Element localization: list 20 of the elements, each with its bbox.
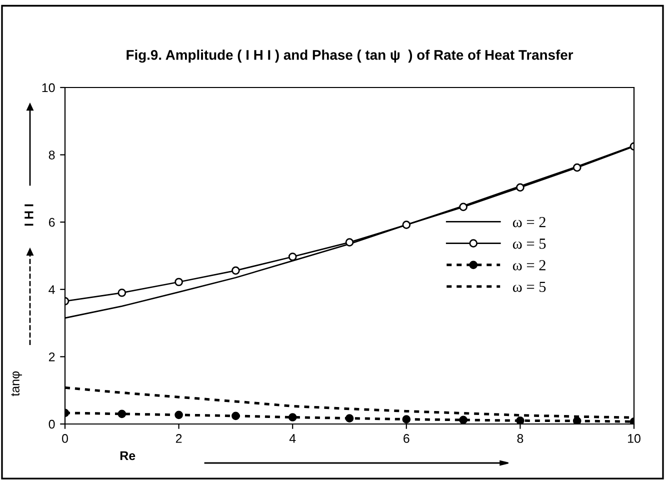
y-tick-label: 10 (42, 83, 55, 92)
legend-label: ω = 5 (512, 282, 546, 292)
y-tick-label: 4 (48, 285, 55, 294)
x-tick-label: 2 (176, 434, 182, 443)
y-tick-label: 8 (48, 150, 55, 160)
legend-label: ω = 2 (512, 216, 546, 228)
x-tick-label: 0 (62, 434, 68, 443)
y-tick-label: 2 (48, 352, 55, 362)
x-tick-label: 10 (628, 434, 640, 443)
y-tick-label: 0 (48, 420, 55, 429)
chart-title: Fig.9. Amplitude ( I H I ) and Phase ( tan ψ ) of Rate of Heat Transfer (126, 50, 574, 63)
x-axis-title: Re (120, 451, 136, 460)
legend-label: ω = 5 (512, 238, 546, 249)
y-tick-label: 6 (48, 218, 55, 227)
x-tick-label: 8 (517, 434, 524, 443)
y-axis-title: tanφ (11, 371, 22, 396)
legend-label: ω = 2 (512, 260, 546, 270)
x-tick-label: 6 (404, 434, 410, 443)
text: I H I (24, 204, 34, 226)
x-tick-label: 4 (289, 434, 296, 443)
